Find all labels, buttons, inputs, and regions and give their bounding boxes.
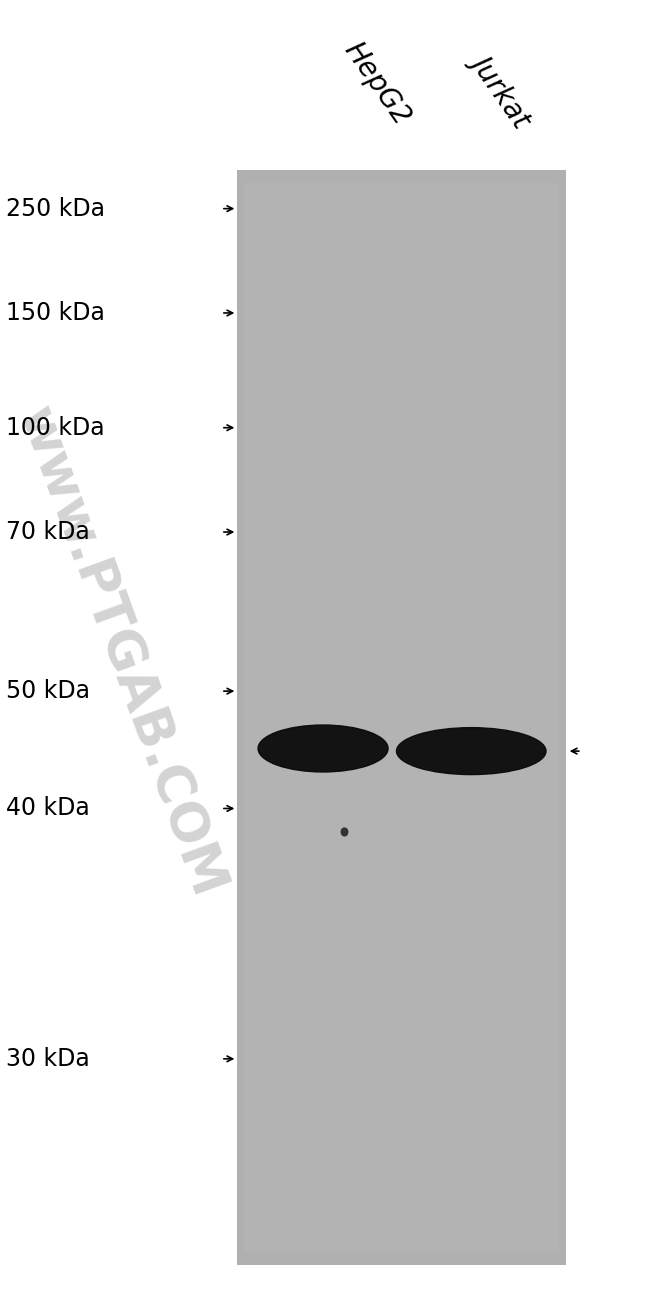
- Text: 150 kDa: 150 kDa: [6, 301, 105, 325]
- Text: 70 kDa: 70 kDa: [6, 520, 90, 544]
- Text: HepG2: HepG2: [338, 37, 415, 130]
- Text: 30 kDa: 30 kDa: [6, 1047, 90, 1071]
- Ellipse shape: [341, 828, 348, 836]
- Text: Jurkat: Jurkat: [468, 48, 538, 130]
- Bar: [244, 183, 559, 1252]
- Ellipse shape: [396, 728, 546, 775]
- Bar: [237, 170, 566, 1265]
- Text: 250 kDa: 250 kDa: [6, 197, 105, 220]
- Text: 100 kDa: 100 kDa: [6, 416, 105, 439]
- Ellipse shape: [258, 725, 388, 772]
- Text: 50 kDa: 50 kDa: [6, 679, 90, 703]
- Text: 40 kDa: 40 kDa: [6, 797, 90, 820]
- Text: www.PTGAB.COM: www.PTGAB.COM: [7, 400, 233, 904]
